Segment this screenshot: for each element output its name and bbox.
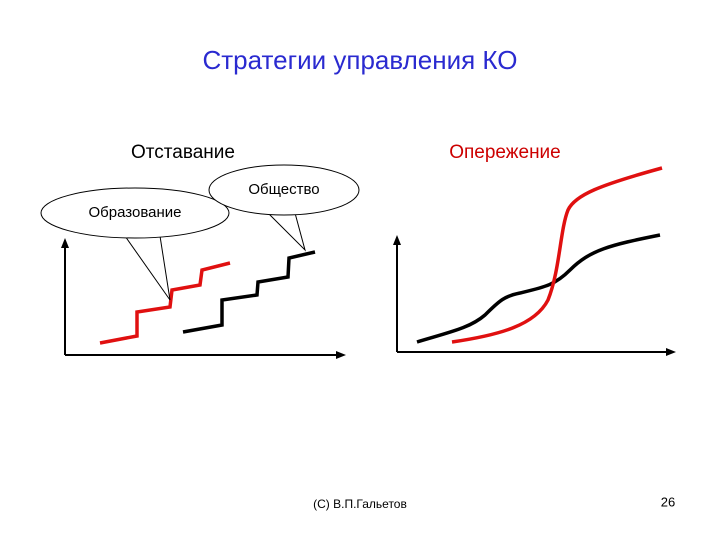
society-steps (182, 250, 316, 334)
callout-bubble (208, 164, 360, 216)
callout-bubble (40, 187, 230, 239)
callout-pointer (124, 235, 171, 301)
callout-pointer (267, 212, 306, 252)
education-curve (451, 166, 663, 344)
panel-label: Опережение (449, 142, 561, 163)
callout-label: Образование (89, 204, 182, 221)
axes (61, 235, 676, 359)
education-steps (99, 261, 231, 345)
arrow (666, 348, 676, 356)
panel-label: Отставание (131, 142, 235, 163)
callout-label: Общество (248, 181, 319, 198)
footer-author: (С) В.П.Гальетов (313, 497, 407, 511)
arrow (61, 238, 69, 248)
arrow (393, 235, 401, 245)
society-curve (416, 233, 661, 344)
page-number: 26 (661, 494, 675, 509)
callouts (40, 164, 360, 301)
slide-title: Стратегии управления КО (203, 45, 518, 75)
arrow (336, 351, 346, 359)
